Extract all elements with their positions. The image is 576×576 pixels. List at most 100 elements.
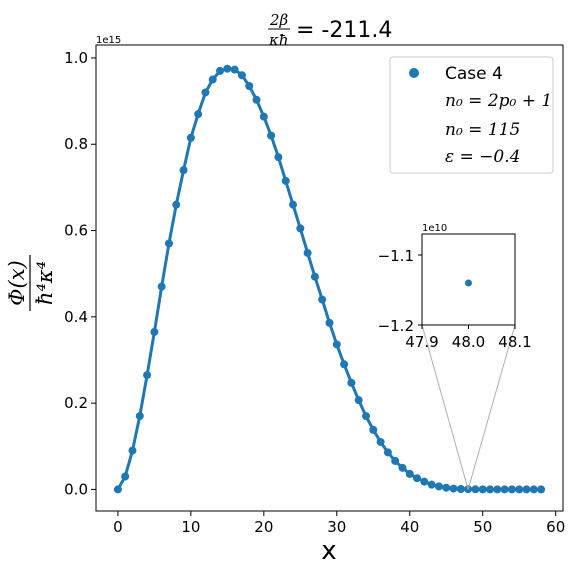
data-point bbox=[310, 272, 319, 281]
chart-title: 2β κħ = -211.4 bbox=[268, 11, 392, 49]
data-point bbox=[150, 327, 159, 336]
data-point bbox=[259, 112, 268, 121]
data-point bbox=[507, 485, 516, 494]
data-point bbox=[252, 95, 261, 104]
data-point bbox=[413, 474, 422, 483]
data-point bbox=[135, 412, 144, 421]
data-point bbox=[420, 477, 429, 486]
x-tick-label: 0 bbox=[113, 518, 123, 536]
inset-offset-label: 1e10 bbox=[422, 223, 447, 234]
legend-box bbox=[389, 56, 554, 174]
plot-area-frame bbox=[95, 44, 564, 512]
data-point bbox=[500, 485, 509, 494]
inset-chart: 1e10 47.9 48.0 48.1 −1.1 −1.2 bbox=[378, 223, 532, 351]
data-point bbox=[208, 75, 217, 84]
data-point bbox=[332, 340, 341, 349]
data-point bbox=[267, 131, 276, 140]
data-point bbox=[478, 485, 487, 494]
x-tick-label: 30 bbox=[327, 518, 346, 536]
x-tick-label: 10 bbox=[181, 518, 200, 536]
data-point bbox=[515, 485, 524, 494]
data-point bbox=[493, 485, 502, 494]
x-axis-label: x bbox=[321, 536, 336, 566]
zoom-connector-right bbox=[467, 324, 516, 490]
x-tick-label: 60 bbox=[546, 518, 565, 536]
data-point bbox=[172, 200, 181, 209]
inset-y-tick-label: −1.1 bbox=[378, 247, 414, 265]
data-point bbox=[434, 482, 443, 491]
data-point bbox=[121, 472, 130, 481]
data-point bbox=[376, 437, 385, 446]
y-label-denominator: ħ⁴κ⁴ bbox=[33, 261, 57, 305]
data-point bbox=[201, 88, 210, 97]
y-tick-label: 0.2 bbox=[64, 394, 88, 412]
legend-entry-n0-value: n₀ = 115 bbox=[445, 120, 520, 140]
data-point bbox=[223, 64, 232, 73]
y-label-numerator: Φ(x) bbox=[5, 260, 29, 305]
x-tick-label: 50 bbox=[473, 518, 492, 536]
data-point bbox=[303, 248, 312, 257]
inset-x-tick-label: 47.9 bbox=[405, 333, 438, 351]
legend-entry-case-4: Case 4 bbox=[445, 64, 503, 84]
data-point bbox=[537, 485, 546, 494]
data-point bbox=[143, 371, 152, 380]
legend-entry-epsilon: ε = −0.4 bbox=[445, 147, 520, 167]
data-point bbox=[369, 425, 378, 434]
legend-entry-n0-formula: n₀ = 2p₀ + 1 bbox=[445, 91, 552, 111]
data-point bbox=[361, 412, 370, 421]
y-tick-label: 0.0 bbox=[64, 480, 88, 498]
x-axis-ticks: 0 10 20 30 40 50 60 bbox=[113, 511, 565, 536]
data-point bbox=[245, 81, 254, 90]
data-point bbox=[216, 66, 225, 75]
y-axis-label: Φ(x) ħ⁴κ⁴ bbox=[5, 255, 57, 311]
inset-ticks: 47.9 48.0 48.1 −1.1 −1.2 bbox=[378, 247, 532, 351]
inset-x-tick-label: 48.1 bbox=[498, 333, 531, 351]
y-tick-label: 0.6 bbox=[64, 222, 88, 240]
data-point bbox=[194, 110, 203, 119]
data-point bbox=[274, 153, 283, 162]
data-point bbox=[456, 484, 465, 493]
series-points-case-4 bbox=[113, 64, 546, 494]
title-value: = -211.4 bbox=[296, 18, 392, 43]
inset-x-tick-label: 48.0 bbox=[452, 333, 485, 351]
data-point bbox=[442, 483, 451, 492]
data-point bbox=[164, 239, 173, 248]
data-point bbox=[340, 360, 349, 369]
data-point bbox=[449, 484, 458, 493]
data-point bbox=[157, 282, 166, 291]
data-point bbox=[347, 378, 356, 387]
x-tick-label: 20 bbox=[254, 518, 273, 536]
legend-marker-case-4 bbox=[409, 68, 419, 78]
legend: Case 4 n₀ = 2p₀ + 1 n₀ = 115 ε = −0.4 bbox=[389, 56, 554, 174]
data-point bbox=[471, 485, 480, 494]
y-axis-ticks: 0.0 0.2 0.4 0.6 0.8 1.0 bbox=[64, 49, 96, 498]
y-tick-label: 0.8 bbox=[64, 135, 88, 153]
data-point bbox=[391, 456, 400, 465]
data-point bbox=[427, 480, 436, 489]
data-point bbox=[383, 448, 392, 457]
y-tick-label: 1.0 bbox=[64, 49, 88, 67]
title-beta: 2β bbox=[269, 11, 289, 29]
data-point bbox=[325, 318, 334, 327]
data-point bbox=[230, 65, 239, 74]
y-offset-label: 1e15 bbox=[96, 35, 121, 46]
data-point bbox=[186, 133, 195, 142]
data-point bbox=[281, 176, 290, 185]
title-kappa-hbar: κħ bbox=[268, 31, 289, 49]
data-point bbox=[237, 71, 246, 80]
data-point bbox=[296, 224, 305, 233]
data-point bbox=[179, 166, 188, 175]
data-point bbox=[128, 446, 137, 455]
inset-y-tick-label: −1.2 bbox=[378, 317, 414, 335]
y-tick-label: 0.4 bbox=[64, 308, 88, 326]
data-point bbox=[486, 485, 495, 494]
data-point bbox=[522, 485, 531, 494]
data-point bbox=[398, 463, 407, 472]
data-point bbox=[405, 469, 414, 478]
data-point bbox=[289, 200, 298, 209]
data-point bbox=[354, 396, 363, 405]
data-point bbox=[529, 485, 538, 494]
x-tick-label: 40 bbox=[400, 518, 419, 536]
inset-data-point bbox=[465, 279, 472, 287]
